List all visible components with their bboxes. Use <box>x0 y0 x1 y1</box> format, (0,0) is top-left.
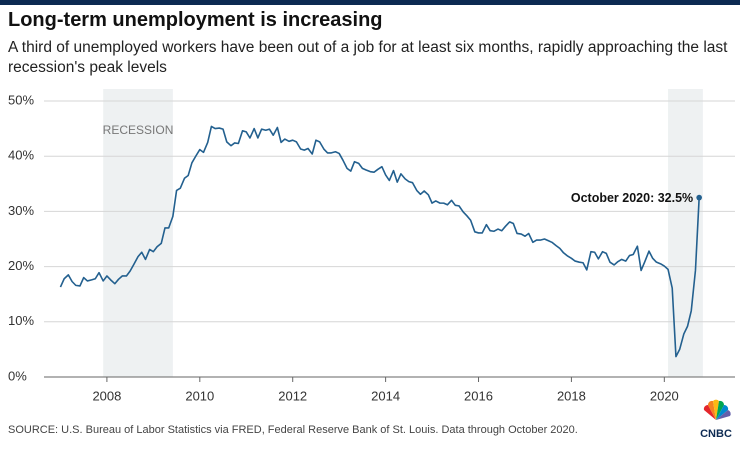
logo-feather <box>707 400 716 420</box>
logo-text: CNBC <box>700 428 732 440</box>
y-tick-label: 20% <box>8 258 34 273</box>
annotation: October 2020: 32.5% <box>571 191 693 205</box>
top-bar <box>0 0 740 5</box>
x-tick-label: 2008 <box>92 388 121 403</box>
data-line <box>59 125 700 358</box>
y-tick-label: 40% <box>8 148 34 163</box>
x-tick-label: 2014 <box>371 388 400 403</box>
y-tick-label: 0% <box>8 368 27 383</box>
x-tick-label: 2010 <box>185 388 214 403</box>
logo-feather <box>713 399 719 420</box>
logo-feather <box>716 410 731 420</box>
chart-subtitle: A third of unemployed workers have been … <box>8 39 728 76</box>
x-tick-label: 2018 <box>557 388 586 403</box>
recession-band <box>103 89 173 377</box>
source: SOURCE: U.S. Bureau of Labor Statistics … <box>8 424 578 436</box>
logo-feather <box>716 404 729 420</box>
logo-feather <box>716 400 725 420</box>
band-label: RECESSION <box>103 123 174 137</box>
end-point <box>696 194 702 201</box>
y-tick-label: 10% <box>8 313 34 328</box>
y-tick-label: 50% <box>8 92 34 107</box>
x-tick-label: 2020 <box>650 388 679 403</box>
chart-title: Long-term unemployment is increasing <box>8 9 383 31</box>
x-tick-label: 2016 <box>464 388 493 403</box>
logo-feather <box>703 404 716 420</box>
logo <box>703 399 731 420</box>
x-tick-label: 2012 <box>278 388 307 403</box>
y-tick-label: 30% <box>8 203 34 218</box>
